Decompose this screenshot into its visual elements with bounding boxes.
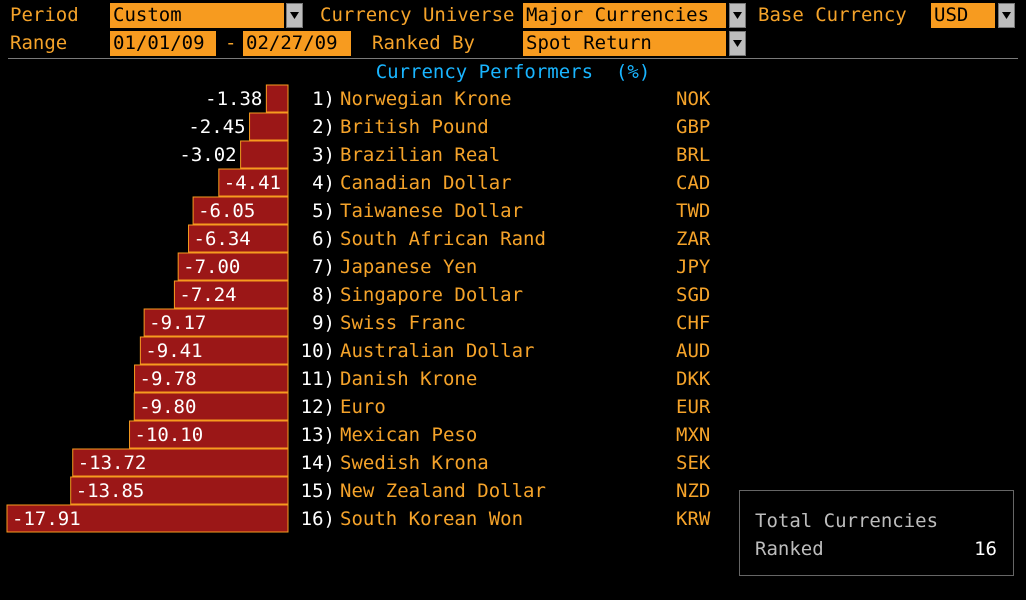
currency-name-link[interactable]: New Zealand Dollar xyxy=(340,480,546,502)
header-divider xyxy=(8,58,1018,59)
currency-universe-dropdown-button[interactable] xyxy=(729,3,746,28)
currency-name-link[interactable]: Swiss Franc xyxy=(340,312,466,334)
summary-box: Total Currencies Ranked 16 xyxy=(739,490,1014,576)
currency-name-link[interactable]: South Korean Won xyxy=(340,508,524,530)
base-currency-field[interactable]: USD xyxy=(931,3,995,28)
currency-code[interactable]: NZD xyxy=(676,480,711,502)
chart-title: Currency Performers (%) xyxy=(375,61,651,83)
currency-universe-label: Currency Universe xyxy=(320,4,515,26)
currency-name-link[interactable]: Euro xyxy=(340,396,386,418)
currency-code[interactable]: SEK xyxy=(676,452,711,474)
rank-number: 10) xyxy=(300,340,335,362)
currency-code[interactable]: EUR xyxy=(676,396,711,418)
rank-number: 13) xyxy=(300,424,335,446)
currency-name-link[interactable]: Danish Krone xyxy=(340,368,478,390)
rank-number: 11) xyxy=(300,368,335,390)
currency-name-link[interactable]: Swedish Krona xyxy=(340,452,489,474)
range-label: Range xyxy=(10,32,68,54)
period-field[interactable]: Custom xyxy=(110,3,284,28)
currency-code[interactable]: KRW xyxy=(676,508,711,530)
rank-number: 3) xyxy=(312,144,335,166)
summary-label-line2: Ranked xyxy=(755,538,824,560)
currency-code[interactable]: NOK xyxy=(676,88,711,110)
currency-name-link[interactable]: Taiwanese Dollar xyxy=(340,200,524,222)
currency-name-link[interactable]: British Pound xyxy=(340,116,489,138)
rank-number: 4) xyxy=(312,172,335,194)
range-start-field[interactable]: 01/01/09 xyxy=(110,31,216,56)
currency-name-link[interactable]: Brazilian Real xyxy=(340,144,501,166)
rank-number: 16) xyxy=(300,508,335,530)
currency-code[interactable]: CAD xyxy=(676,172,711,194)
currency-name-link[interactable]: Singapore Dollar xyxy=(340,284,524,306)
rank-number: 7) xyxy=(312,256,335,278)
rank-number: 5) xyxy=(312,200,335,222)
chevron-down-icon xyxy=(290,12,299,19)
chevron-down-icon xyxy=(1002,12,1011,19)
rank-number: 8) xyxy=(312,284,335,306)
ranked-by-label: Ranked By xyxy=(372,32,475,54)
rank-number: 2) xyxy=(312,116,335,138)
summary-total-value: 16 xyxy=(974,538,997,560)
currency-code[interactable]: JPY xyxy=(676,256,711,278)
currency-code[interactable]: ZAR xyxy=(676,228,711,250)
rank-number: 6) xyxy=(312,228,335,250)
ranked-by-field[interactable]: Spot Return xyxy=(523,31,726,56)
currency-code[interactable]: BRL xyxy=(676,144,711,166)
rank-number: 12) xyxy=(300,396,335,418)
currency-name-link[interactable]: Mexican Peso xyxy=(340,424,478,446)
currency-code[interactable]: GBP xyxy=(676,116,711,138)
currency-code[interactable]: CHF xyxy=(676,312,711,334)
currency-code[interactable]: SGD xyxy=(676,284,711,306)
currency-code[interactable]: AUD xyxy=(676,340,711,362)
range-separator: - xyxy=(225,32,237,54)
chevron-down-icon xyxy=(733,12,742,19)
currency-code[interactable]: DKK xyxy=(676,368,711,390)
period-label: Period xyxy=(10,4,79,26)
chevron-down-icon xyxy=(733,40,742,47)
base-currency-label: Base Currency xyxy=(758,4,907,26)
rank-number: 1) xyxy=(312,88,335,110)
summary-label-line1: Total Currencies xyxy=(755,510,939,532)
currency-code[interactable]: MXN xyxy=(676,424,711,446)
currency-name-link[interactable]: Australian Dollar xyxy=(340,340,535,362)
currency-code[interactable]: TWD xyxy=(676,200,711,222)
currency-name-link[interactable]: Japanese Yen xyxy=(340,256,478,278)
currency-universe-field[interactable]: Major Currencies xyxy=(523,3,726,28)
range-end-field[interactable]: 02/27/09 xyxy=(243,31,351,56)
period-dropdown-button[interactable] xyxy=(286,3,303,28)
rank-number: 15) xyxy=(300,480,335,502)
currency-name-link[interactable]: South African Rand xyxy=(340,228,546,250)
base-currency-dropdown-button[interactable] xyxy=(998,3,1015,28)
ranked-by-dropdown-button[interactable] xyxy=(729,31,746,56)
currency-name-link[interactable]: Norwegian Krone xyxy=(340,88,512,110)
rank-number: 9) xyxy=(312,312,335,334)
currency-name-link[interactable]: Canadian Dollar xyxy=(340,172,512,194)
rank-number: 14) xyxy=(300,452,335,474)
